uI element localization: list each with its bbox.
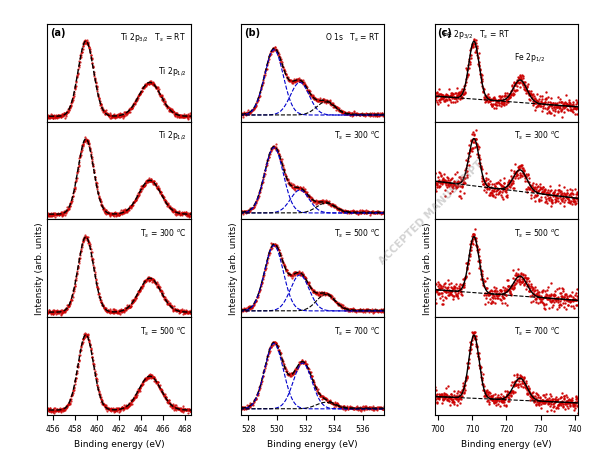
Text: (b): (b) [244, 28, 260, 39]
Text: T$_s$ = 500 $^o$C: T$_s$ = 500 $^o$C [514, 228, 560, 240]
X-axis label: Binding energy (eV): Binding energy (eV) [74, 439, 164, 449]
Y-axis label: Intensity (arb. units): Intensity (arb. units) [35, 222, 44, 315]
Text: Ti 2p$_{1/2}$: Ti 2p$_{1/2}$ [158, 65, 186, 77]
Text: Fe 2p$_{3/2}$   T$_s$ = RT: Fe 2p$_{3/2}$ T$_s$ = RT [442, 28, 510, 41]
Text: Ti 2p$_{1/2}$: Ti 2p$_{1/2}$ [158, 129, 186, 142]
Text: T$_s$ = 700 $^o$C: T$_s$ = 700 $^o$C [334, 325, 380, 338]
Y-axis label: Intensity (arb. units): Intensity (arb. units) [229, 222, 238, 315]
Text: O 1s   T$_s$ = RT: O 1s T$_s$ = RT [324, 32, 380, 44]
X-axis label: Binding energy (eV): Binding energy (eV) [267, 439, 358, 449]
Y-axis label: Intensity (arb. units): Intensity (arb. units) [423, 222, 432, 315]
Text: T$_s$ = 500 $^o$C: T$_s$ = 500 $^o$C [334, 228, 380, 240]
Text: (a): (a) [50, 28, 65, 39]
Text: Fe 2p$_{1/2}$: Fe 2p$_{1/2}$ [514, 51, 545, 64]
X-axis label: Binding energy (eV): Binding energy (eV) [461, 439, 552, 449]
Text: T$_s$ = 700 $^o$C: T$_s$ = 700 $^o$C [514, 325, 560, 338]
Text: (c): (c) [438, 28, 453, 39]
Text: Ti 2p$_{3/2}$   T$_s$ = RT: Ti 2p$_{3/2}$ T$_s$ = RT [120, 32, 186, 44]
Text: ACCEPTED MANUSCRIPT: ACCEPTED MANUSCRIPT [377, 159, 484, 266]
Text: T$_s$ = 300 $^o$C: T$_s$ = 300 $^o$C [334, 129, 380, 142]
Text: T$_s$ = 500 $^o$C: T$_s$ = 500 $^o$C [140, 325, 186, 338]
Text: T$_s$ = 300 $^o$C: T$_s$ = 300 $^o$C [140, 228, 186, 240]
Text: T$_s$ = 300 $^o$C: T$_s$ = 300 $^o$C [514, 129, 560, 142]
